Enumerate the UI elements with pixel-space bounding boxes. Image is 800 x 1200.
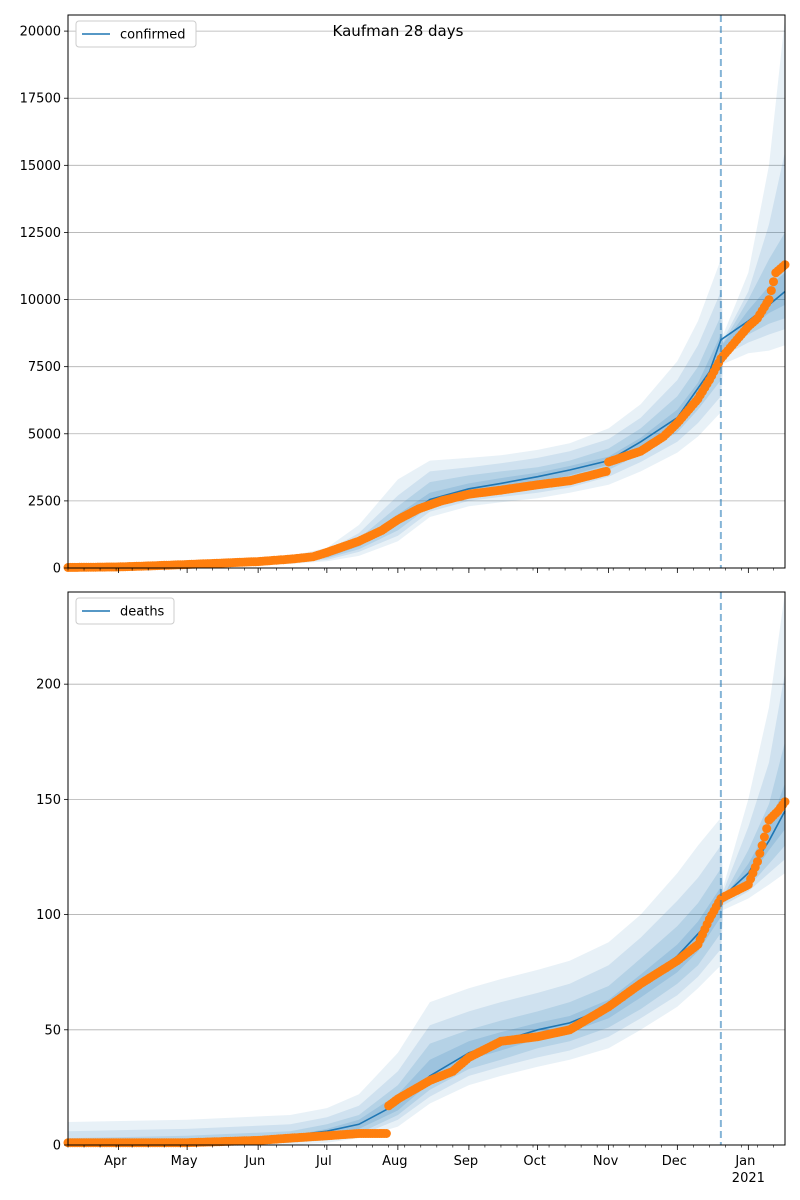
y-tick-label: 200 — [36, 678, 61, 693]
y-tick-label: 7500 — [28, 360, 61, 375]
x-tick-label: Oct — [523, 1154, 545, 1169]
x-tick-label: Jul — [315, 1154, 332, 1169]
y-tick-label: 2500 — [28, 494, 61, 509]
axes-frame — [67, 591, 786, 1146]
y-tick-label: 15000 — [20, 159, 61, 174]
x-tick-label: Jun — [244, 1154, 265, 1169]
y-tick-label: 50 — [44, 1023, 61, 1038]
deaths-subplot: 0 50 100 150 200 Apr May Jun Jul Aug Sep Oct Nov Dec… — [36, 591, 790, 1186]
x-tick-label: Apr — [104, 1154, 127, 1169]
uncertainty-band-inner — [68, 232, 785, 568]
y-tick-label: 0 — [53, 562, 61, 577]
uncertainty-band-outer — [68, 17, 785, 568]
x-tick-label: Nov — [593, 1154, 619, 1169]
x-year-label: 2021 — [732, 1171, 765, 1186]
y-tick-label: 17500 — [20, 92, 61, 107]
y-tick-label: 12500 — [20, 226, 61, 241]
uncertainty-band-center — [68, 783, 785, 1145]
observed-point — [757, 841, 767, 850]
chart-title: Kaufman 28 days — [333, 22, 464, 40]
y-tick-label: 150 — [36, 793, 61, 808]
observed-point — [769, 277, 778, 287]
legend-label-deaths: deaths — [120, 605, 165, 620]
legend-box — [75, 597, 175, 625]
x-tick-label: Sep — [454, 1154, 479, 1169]
observed-point — [764, 295, 774, 305]
observed-point — [753, 857, 762, 867]
x-tick-label: Jan — [734, 1154, 755, 1169]
y-tick-label: 0 — [53, 1139, 61, 1154]
x-tick-label: Aug — [382, 1154, 407, 1169]
x-tick-label: May — [171, 1154, 198, 1169]
observed-point — [766, 286, 776, 296]
y-tick-label: 100 — [36, 908, 61, 923]
observed-point — [755, 849, 765, 858]
y-tick-label: 10000 — [20, 293, 61, 308]
uncertainty-band-middle — [68, 672, 785, 1145]
y-tick-label: 5000 — [28, 427, 61, 442]
uncertainty-band-inner — [68, 741, 785, 1145]
legend-label-confirmed: confirmed — [120, 28, 186, 43]
y-tick-label: 20000 — [20, 25, 61, 40]
confirmed-legend: confirmed — [75, 20, 197, 48]
axes-frame — [67, 14, 786, 569]
observed-point — [601, 466, 611, 476]
deaths-legend: deaths — [75, 597, 175, 625]
observed-point — [762, 824, 772, 834]
observed-point — [759, 832, 769, 842]
observed-point — [381, 1129, 391, 1138]
legend-box — [75, 20, 197, 48]
x-tick-label: Dec — [662, 1154, 687, 1169]
confirmed-subplot: 0 2500 5000 7500 10000 12500 15000 17500 20000 K… — [20, 14, 790, 577]
